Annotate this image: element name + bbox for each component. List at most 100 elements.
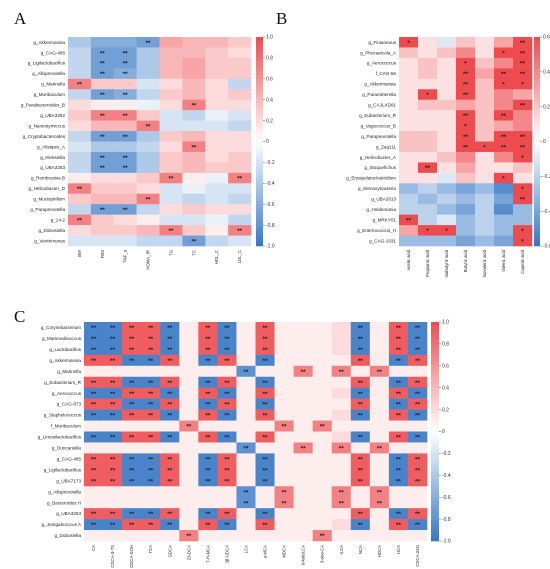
- colorbar-segment: [534, 172, 540, 177]
- row-label-g-paraeutterella: g_Paraeutterella: [362, 92, 396, 97]
- colorbar-segment: [431, 329, 439, 334]
- cell-b-16-6: [513, 204, 533, 215]
- significance-star-a-2-2: **: [123, 61, 128, 68]
- cell-c-19-11: [293, 530, 313, 542]
- cell-c-4-9: [255, 365, 275, 378]
- significance-star-c-8-9: **: [263, 413, 268, 420]
- cell-a-3-7: [228, 68, 252, 80]
- cell-a-19-2: [113, 235, 137, 247]
- cell-c-12-14: [350, 453, 371, 465]
- cell-a-15-7: [228, 193, 252, 205]
- significance-star-c-15-8: **: [243, 489, 248, 496]
- cell-b-6-5: [494, 99, 514, 111]
- significance-star-c-1-7: **: [224, 336, 229, 343]
- colorbar-segment: [256, 131, 263, 135]
- cell-a-12-3: [136, 162, 160, 174]
- col-label-tc: TC: [191, 250, 196, 256]
- cell-c-6-11: [293, 387, 313, 399]
- colorbar-segment: [256, 144, 263, 149]
- significance-star-c-1-17: **: [415, 336, 420, 343]
- cell-c-5-0: [84, 376, 104, 388]
- cell-c-15-3: [141, 486, 161, 498]
- cell-c-5-4: [160, 376, 180, 388]
- significance-star-c-14-4: **: [167, 478, 172, 485]
- cell-c-7-11: [293, 398, 313, 410]
- col-label-ldl-c: LDL_C: [237, 250, 242, 263]
- significance-star-a-1-2: **: [123, 50, 128, 57]
- colorbar-segment: [256, 57, 263, 62]
- colorbar-segment: [431, 424, 439, 429]
- cell-a-0-2: [113, 37, 137, 48]
- colorbar-segment: [431, 354, 439, 359]
- cell-c-16-1: [103, 497, 123, 509]
- cell-b-8-1: [418, 120, 438, 132]
- colorbar-segment: [431, 322, 439, 326]
- cell-a-9-5: [182, 131, 206, 142]
- significance-star-b-0-0: *: [407, 40, 410, 47]
- significance-star-b-2-3: *: [464, 61, 467, 68]
- colorbar-segment: [534, 204, 540, 208]
- colorbar-segment: [431, 387, 439, 392]
- cell-c-9-1: [103, 420, 123, 432]
- significance-star-c-0-3: **: [148, 325, 153, 332]
- cell-c-6-16: [388, 387, 409, 399]
- significance-star-c-15-13: **: [339, 489, 344, 496]
- significance-star-c-2-3: **: [148, 347, 153, 354]
- significance-star-b-17-0: **: [406, 217, 411, 224]
- cell-a-16-4: [159, 204, 183, 215]
- cell-b-12-4: [475, 162, 495, 174]
- cell-a-6-3: [136, 99, 160, 111]
- cell-a-17-2: [113, 214, 137, 226]
- colorbar-tick-label: -0.6: [266, 202, 275, 208]
- cell-a-0-0: [68, 37, 92, 48]
- cell-a-4-1: [90, 78, 115, 90]
- panel-letter-b: B: [276, 9, 287, 28]
- row-label-g-akkermansia: g_Akkermansia: [49, 358, 81, 363]
- significance-star-c-1-9: **: [263, 336, 268, 343]
- significance-star-c-10-17: **: [415, 435, 420, 442]
- colorbar-tick-label: -1.0: [266, 244, 275, 250]
- cell-a-14-7: [228, 183, 252, 195]
- row-label-g-akkermansia: g_Akkermansia: [364, 82, 396, 87]
- significance-star-c-3-14: **: [358, 358, 363, 365]
- cell-c-1-8: [236, 332, 256, 345]
- cell-c-10-14: [350, 431, 371, 443]
- cell-c-1-5: [179, 332, 199, 345]
- cell-a-17-5: [182, 214, 206, 226]
- colorbar-segment: [431, 504, 439, 509]
- significance-star-c-5-14: **: [358, 380, 363, 387]
- cell-a-12-6: [205, 162, 229, 174]
- significance-star-c-6-4: **: [167, 391, 172, 398]
- cell-c-4-1: [103, 365, 123, 378]
- cell-c-0-9: [255, 322, 275, 334]
- col-label-homa-ir: HOMA_IR: [146, 250, 151, 270]
- cell-a-5-5: [182, 89, 206, 100]
- cell-c-18-5: [179, 519, 199, 531]
- cell-b-1-2: [437, 47, 457, 59]
- cell-c-10-11: [293, 431, 313, 443]
- cell-c-0-0: [84, 322, 104, 334]
- colorbar-segment: [431, 376, 439, 381]
- cell-a-1-4: [159, 47, 183, 59]
- col-label-3-udca: 3β-UDCA: [224, 545, 229, 564]
- cell-c-1-16: [388, 332, 409, 345]
- cell-b-2-5: [494, 57, 514, 69]
- significance-star-c-5-17: **: [415, 380, 420, 387]
- cell-b-17-1: [418, 214, 438, 226]
- significance-star-c-6-6: **: [205, 391, 210, 398]
- colorbar-tick-label: 0.8: [266, 56, 273, 62]
- col-label-ilca: ILCA: [339, 545, 344, 555]
- significance-star-c-15-15: **: [377, 489, 382, 496]
- cell-b-16-0: [399, 204, 419, 215]
- cell-c-1-0: [84, 332, 104, 345]
- cell-a-0-1: [90, 37, 115, 48]
- significance-star-c-4-8: **: [243, 369, 248, 376]
- row-label-g-alloprevotella: g_Alloprevotella: [32, 71, 65, 76]
- colorbar-segment: [534, 96, 540, 100]
- cell-c-11-3: [141, 442, 161, 454]
- row-label-g-aerococcus: g_Aerococcus: [52, 391, 82, 396]
- colorbar-segment: [534, 82, 540, 87]
- row-label-g-zag111: g_Zag111: [376, 144, 396, 149]
- colorbar-segment: [431, 398, 439, 403]
- cell-a-5-7: [228, 89, 252, 100]
